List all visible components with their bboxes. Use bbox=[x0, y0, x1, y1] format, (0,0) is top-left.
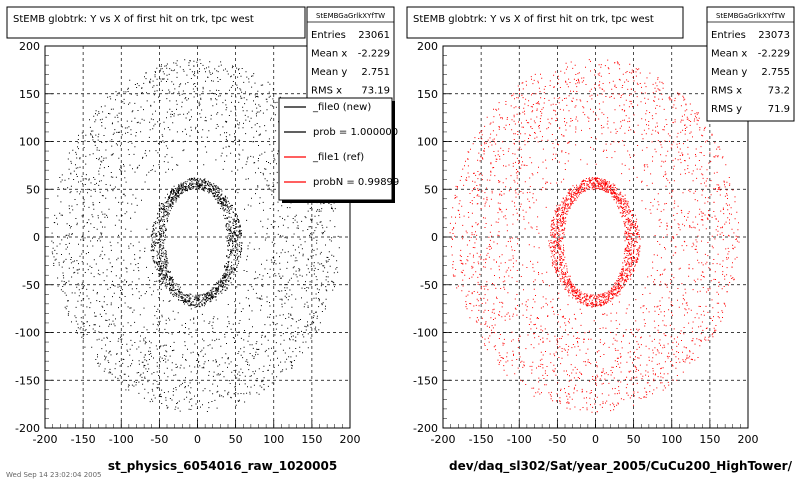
stats-value: -2.229 bbox=[758, 49, 790, 60]
stats-label: Mean y bbox=[711, 67, 747, 78]
x-axis-label: st_physics_6054016_raw_1020005 bbox=[108, 459, 337, 474]
stats-value: 2.751 bbox=[361, 67, 390, 78]
y-tick-label: 200 bbox=[19, 40, 40, 53]
y-tick-label: 150 bbox=[417, 88, 438, 101]
y-tick-label: 150 bbox=[19, 88, 40, 101]
y-tick-label: 200 bbox=[417, 40, 438, 53]
y-tick-label: -200 bbox=[15, 422, 40, 435]
y-tick-label: -200 bbox=[413, 422, 438, 435]
x-tick-label: -50 bbox=[150, 433, 168, 446]
x-tick-label: 100 bbox=[661, 433, 682, 446]
x-tick-label: -100 bbox=[507, 433, 532, 446]
footer-timestamp: Wed Sep 14 23:02:04 2005 bbox=[6, 471, 102, 479]
y-tick-label: 100 bbox=[417, 136, 438, 149]
y-tick-label: -100 bbox=[413, 327, 438, 340]
stats-value: 2.755 bbox=[761, 67, 790, 78]
legend-label: _file0 (new) bbox=[312, 102, 371, 113]
stats-value: 23061 bbox=[358, 30, 390, 41]
title-box bbox=[6, 6, 306, 39]
stats-value: 73.19 bbox=[361, 86, 390, 97]
x-tick-label: -200 bbox=[33, 433, 58, 446]
y-tick-label: 50 bbox=[424, 183, 438, 196]
x-tick-label: 150 bbox=[301, 433, 322, 446]
x-tick-label: 100 bbox=[263, 433, 284, 446]
y-tick-label: -150 bbox=[413, 374, 438, 387]
stats-name: StEMBGaGrlkXYfTW bbox=[316, 12, 385, 20]
legend-label: probN = 0.99899 bbox=[313, 177, 399, 188]
histogram-panel-ref: -200 -150 -100 -50 0 50 100 150 200 200 150 100 50 0 -… bbox=[406, 6, 795, 474]
y-tick-label: -150 bbox=[15, 374, 40, 387]
x-tick-label: -50 bbox=[548, 433, 566, 446]
stats-label: Entries bbox=[711, 30, 746, 41]
x-tick-label: 0 bbox=[592, 433, 599, 446]
y-tick-label: -100 bbox=[15, 327, 40, 340]
histogram-panel-new: -200 -150 -100 -50 0 50 100 150 200 200 150 100 50 0 -… bbox=[6, 6, 399, 474]
stats-value: 71.9 bbox=[768, 104, 790, 115]
stats-value: 23073 bbox=[758, 30, 790, 41]
y-tick-label: 50 bbox=[26, 183, 40, 196]
stats-label: RMS x bbox=[311, 86, 342, 97]
y-tick-label: 100 bbox=[19, 136, 40, 149]
x-tick-label: 200 bbox=[738, 433, 759, 446]
x-tick-label: 0 bbox=[194, 433, 201, 446]
stats-value: 73.2 bbox=[768, 86, 790, 97]
plot-title: StEMB globtrk: Y vs X of first hit on tr… bbox=[13, 14, 254, 25]
legend-label: _file1 (ref) bbox=[312, 152, 364, 163]
x-tick-label: 200 bbox=[340, 433, 361, 446]
x-tick-label: -150 bbox=[71, 433, 96, 446]
stats-label: Entries bbox=[311, 30, 346, 41]
plot-title: StEMB globtrk: Y vs X of first hit on tr… bbox=[413, 14, 654, 25]
y-tick-label: 0 bbox=[33, 231, 40, 244]
title-box bbox=[406, 6, 684, 39]
x-tick-label: 150 bbox=[699, 433, 720, 446]
y-tick-label: -50 bbox=[420, 279, 438, 292]
stats-name: StEMBGaGrlkXYfTW bbox=[716, 12, 785, 20]
x-tick-label: 50 bbox=[229, 433, 243, 446]
stats-label: Mean x bbox=[311, 49, 347, 60]
y-tick-label: -50 bbox=[22, 279, 40, 292]
x-axis-label: dev/daq_sl302/Sat/year_2005/CuCu200_High… bbox=[449, 459, 793, 474]
stats-label: Mean y bbox=[311, 67, 347, 78]
x-tick-label: -150 bbox=[469, 433, 494, 446]
y-tick-label: 0 bbox=[431, 231, 438, 244]
legend-label: prob = 1.000000 bbox=[313, 127, 398, 138]
stats-value: -2.229 bbox=[358, 49, 390, 60]
stats-label: Mean x bbox=[711, 49, 747, 60]
x-tick-label: -100 bbox=[109, 433, 134, 446]
legend-box bbox=[278, 97, 393, 201]
x-tick-label: -200 bbox=[431, 433, 456, 446]
stats-label: RMS x bbox=[711, 86, 742, 97]
stats-box bbox=[706, 6, 795, 122]
x-tick-label: 50 bbox=[627, 433, 641, 446]
stats-label: RMS y bbox=[711, 104, 742, 115]
